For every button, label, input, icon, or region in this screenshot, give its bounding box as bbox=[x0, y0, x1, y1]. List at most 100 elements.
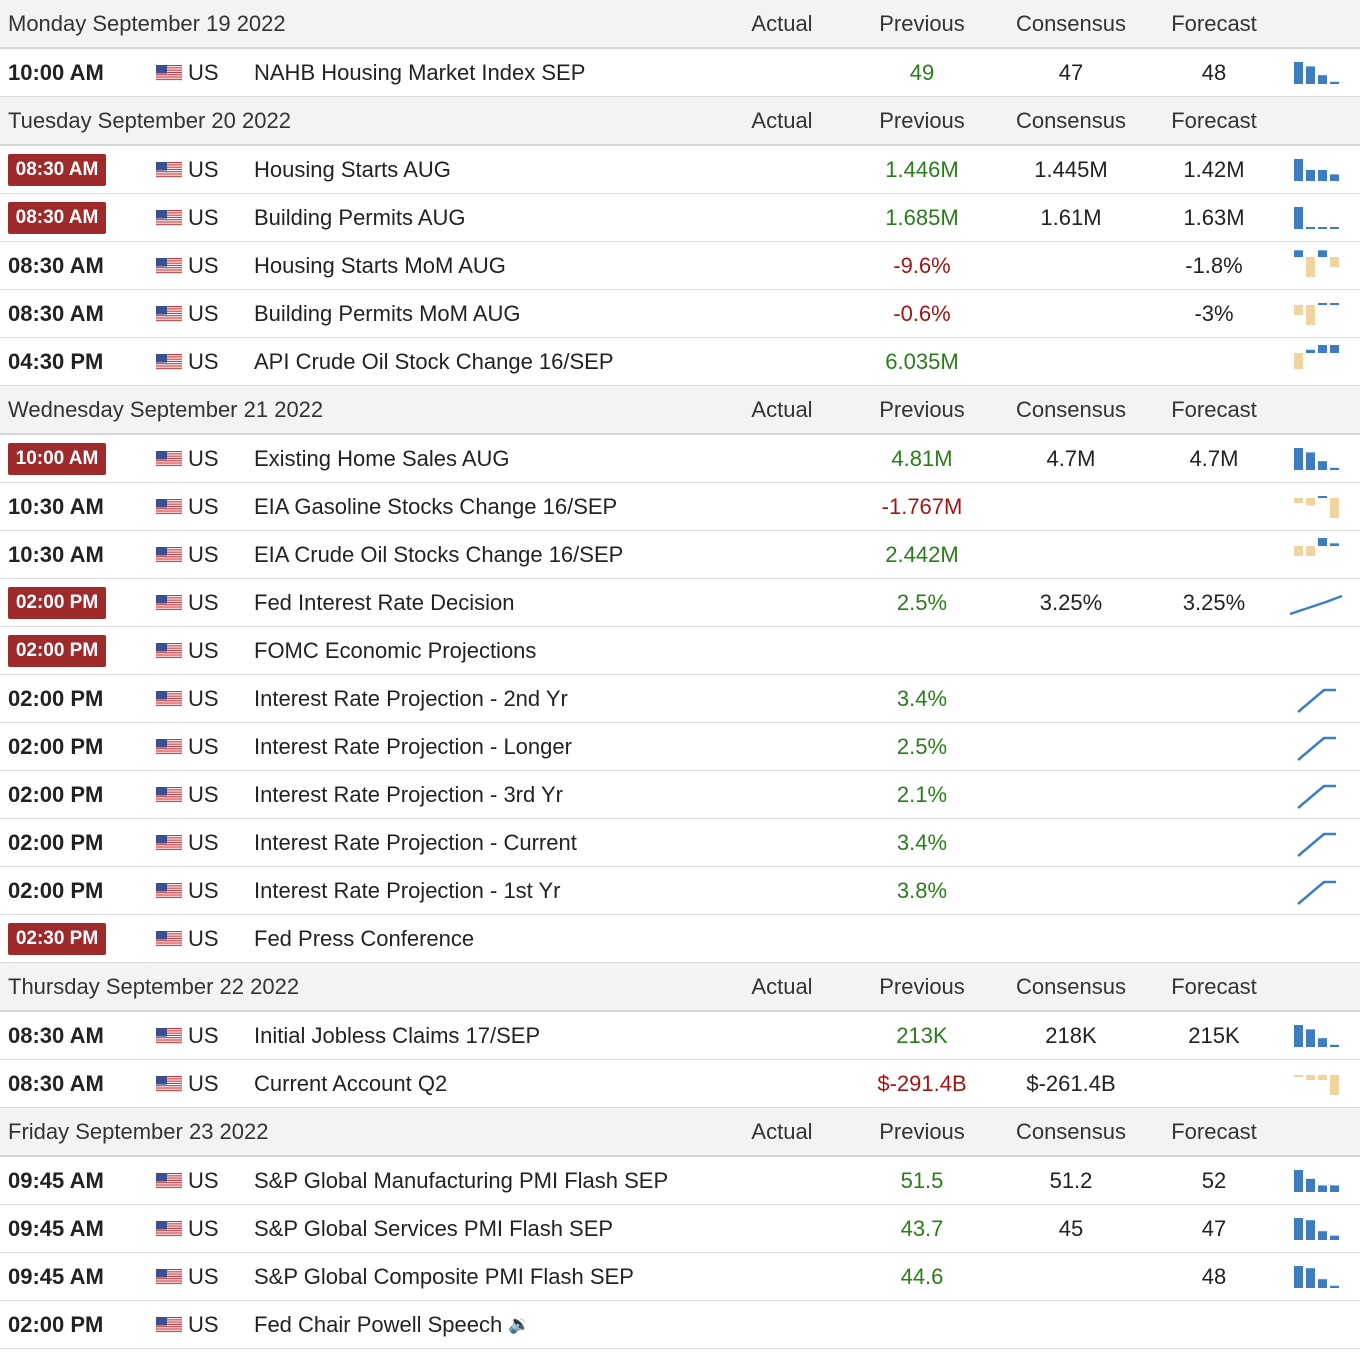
event-row[interactable]: 08:30 AM US Current Account Q2 $-291.4B $-26… bbox=[0, 1060, 1360, 1108]
sparkline-bar bbox=[1306, 256, 1315, 277]
event-previous: 3.4% bbox=[896, 685, 948, 711]
event-row[interactable]: 08:30 AM US Initial Jobless Claims 17/SEP 2… bbox=[0, 1012, 1360, 1060]
event-row[interactable]: 02:00 PM US Interest Rate Projection - Cur… bbox=[0, 819, 1360, 867]
event-row[interactable]: 10:00 AM US NAHB Housing Market Index SEP 4… bbox=[0, 49, 1360, 97]
event-name[interactable]: Fed Press Conference bbox=[254, 915, 474, 962]
event-name-text: Interest Rate Projection - 3rd Yr bbox=[254, 781, 563, 807]
event-name[interactable]: Housing Starts AUG bbox=[254, 146, 451, 193]
event-row[interactable]: 08:30 AM US Housing Starts AUG 1.446M 1.445M… bbox=[0, 146, 1360, 194]
sparkline-chart[interactable] bbox=[1286, 1012, 1346, 1059]
sparkline-chart[interactable] bbox=[1286, 146, 1346, 193]
event-row[interactable]: 02:00 PM US Interest Rate Projection - 1st… bbox=[0, 867, 1360, 915]
event-country: US bbox=[188, 300, 219, 326]
sparkline-chart[interactable] bbox=[1286, 819, 1346, 866]
event-previous: 1.685M bbox=[885, 204, 959, 230]
event-name[interactable]: API Crude Oil Stock Change 16/SEP bbox=[254, 338, 614, 385]
sparkline-bar bbox=[1294, 1024, 1303, 1047]
event-previous: 2.5% bbox=[896, 733, 948, 759]
sparkline-chart[interactable] bbox=[1286, 1205, 1346, 1252]
event-country: US bbox=[188, 1263, 219, 1289]
sparkline-chart[interactable] bbox=[1286, 483, 1346, 530]
sparkline-chart[interactable] bbox=[1286, 435, 1346, 482]
event-actual bbox=[732, 435, 832, 482]
event-forecast bbox=[1150, 771, 1278, 818]
event-row[interactable]: 08:30 AM US Building Permits MoM AUG -0.6% -… bbox=[0, 290, 1360, 338]
event-row[interactable]: 02:00 PM US Fed Interest Rate Decision 2.5%… bbox=[0, 579, 1360, 627]
event-row[interactable]: 08:30 AM US Building Permits AUG 1.685M 1.61… bbox=[0, 194, 1360, 242]
event-name[interactable]: Initial Jobless Claims 17/SEP bbox=[254, 1012, 540, 1059]
sparkline-chart[interactable] bbox=[1286, 723, 1346, 770]
event-row[interactable]: 02:00 PM US Fed Chair Powell Speech 🔉 bbox=[0, 1301, 1360, 1349]
sparkline-chart[interactable] bbox=[1286, 531, 1346, 578]
event-row[interactable]: 10:30 AM US EIA Crude Oil Stocks Change 16… bbox=[0, 531, 1360, 579]
event-name-text: S&P Global Manufacturing PMI Flash SEP bbox=[254, 1167, 669, 1193]
event-previous: 51.5 bbox=[900, 1167, 944, 1193]
event-name[interactable]: Interest Rate Projection - Current bbox=[254, 819, 577, 866]
event-name[interactable]: S&P Global Services PMI Flash SEP bbox=[254, 1205, 613, 1252]
event-time: 09:45 AM bbox=[8, 1263, 104, 1289]
event-row[interactable]: 09:45 AM US S&P Global Manufacturing PMI F… bbox=[0, 1157, 1360, 1205]
event-row[interactable]: 02:00 PM US Interest Rate Projection - 3rd… bbox=[0, 771, 1360, 819]
event-name[interactable]: Housing Starts MoM AUG bbox=[254, 242, 506, 289]
event-forecast: -3% bbox=[1194, 300, 1234, 326]
event-name[interactable]: S&P Global Composite PMI Flash SEP bbox=[254, 1253, 634, 1300]
sparkline-bar bbox=[1318, 1184, 1327, 1192]
sparkline-bar bbox=[1306, 451, 1315, 470]
event-name-text: Interest Rate Projection - 1st Yr bbox=[254, 877, 561, 903]
event-name[interactable]: EIA Crude Oil Stocks Change 16/SEP bbox=[254, 531, 623, 578]
event-name[interactable]: S&P Global Manufacturing PMI Flash SEP bbox=[254, 1157, 668, 1204]
event-name[interactable]: Interest Rate Projection - Longer bbox=[254, 723, 572, 770]
event-name[interactable]: Fed Interest Rate Decision bbox=[254, 579, 514, 626]
event-time: 08:30 AM bbox=[8, 1070, 104, 1096]
sparkline-chart[interactable] bbox=[1286, 1253, 1346, 1300]
event-row[interactable]: 02:00 PM US Interest Rate Projection - 2nd… bbox=[0, 675, 1360, 723]
event-row[interactable]: 02:00 PM US Interest Rate Projection - Lon… bbox=[0, 723, 1360, 771]
sparkline-chart[interactable] bbox=[1286, 49, 1346, 96]
event-name[interactable]: NAHB Housing Market Index SEP bbox=[254, 49, 585, 96]
sparkline-chart[interactable] bbox=[1286, 1060, 1346, 1107]
event-row[interactable]: 09:45 AM US S&P Global Composite PMI Flash… bbox=[0, 1253, 1360, 1301]
sparkline-bar bbox=[1306, 226, 1315, 229]
speaker-icon[interactable]: 🔉 bbox=[508, 1314, 531, 1334]
event-name[interactable]: Interest Rate Projection - 1st Yr bbox=[254, 867, 561, 914]
event-row[interactable]: 02:00 PM US FOMC Economic Projections bbox=[0, 627, 1360, 675]
us-flag-icon bbox=[156, 627, 182, 674]
event-row[interactable]: 08:30 AM US Housing Starts MoM AUG -9.6% -1.… bbox=[0, 242, 1360, 290]
column-header-consensus: Consensus bbox=[1015, 396, 1127, 422]
event-row[interactable]: 10:00 AM US Existing Home Sales AUG 4.81M 4.… bbox=[0, 435, 1360, 483]
event-time: 02:00 PM bbox=[8, 587, 106, 619]
event-row[interactable]: 09:45 AM US S&P Global Services PMI Flash … bbox=[0, 1205, 1360, 1253]
event-row[interactable]: 10:30 AM US EIA Gasoline Stocks Change 16/… bbox=[0, 483, 1360, 531]
event-country: US bbox=[188, 829, 219, 855]
sparkline-bar bbox=[1318, 169, 1327, 181]
event-name[interactable]: EIA Gasoline Stocks Change 16/SEP bbox=[254, 483, 617, 530]
event-name[interactable]: Existing Home Sales AUG bbox=[254, 435, 510, 482]
sparkline-bar bbox=[1306, 497, 1315, 505]
event-name[interactable]: Current Account Q2 bbox=[254, 1060, 447, 1107]
sparkline-chart[interactable] bbox=[1286, 867, 1346, 914]
sparkline-chart[interactable] bbox=[1286, 771, 1346, 818]
sparkline-chart[interactable] bbox=[1286, 194, 1346, 241]
sparkline-chart[interactable] bbox=[1286, 242, 1346, 289]
event-row[interactable]: 04:30 PM US API Crude Oil Stock Change 16/… bbox=[0, 338, 1360, 386]
event-consensus bbox=[996, 915, 1146, 962]
sparkline-chart[interactable] bbox=[1286, 290, 1346, 337]
event-consensus bbox=[996, 1253, 1146, 1300]
us-flag-icon bbox=[156, 819, 182, 866]
event-previous: 49 bbox=[909, 59, 935, 85]
event-name-text: NAHB Housing Market Index SEP bbox=[254, 59, 586, 85]
event-row[interactable]: 02:30 PM US Fed Press Conference bbox=[0, 915, 1360, 963]
event-name[interactable]: Building Permits AUG bbox=[254, 194, 466, 241]
sparkline-chart[interactable] bbox=[1286, 338, 1346, 385]
event-name[interactable]: FOMC Economic Projections bbox=[254, 627, 536, 674]
event-country: US bbox=[188, 589, 219, 615]
event-name[interactable]: Interest Rate Projection - 3rd Yr bbox=[254, 771, 563, 818]
event-name[interactable]: Interest Rate Projection - 2nd Yr bbox=[254, 675, 568, 722]
sparkline-chart[interactable] bbox=[1286, 579, 1346, 626]
event-name[interactable]: Building Permits MoM AUG bbox=[254, 290, 521, 337]
sparkline-chart[interactable] bbox=[1286, 1157, 1346, 1204]
sparkline-chart[interactable] bbox=[1286, 675, 1346, 722]
sparkline-bar bbox=[1318, 537, 1327, 546]
event-name[interactable]: Fed Chair Powell Speech 🔉 bbox=[254, 1301, 531, 1348]
event-country: US bbox=[188, 348, 219, 374]
